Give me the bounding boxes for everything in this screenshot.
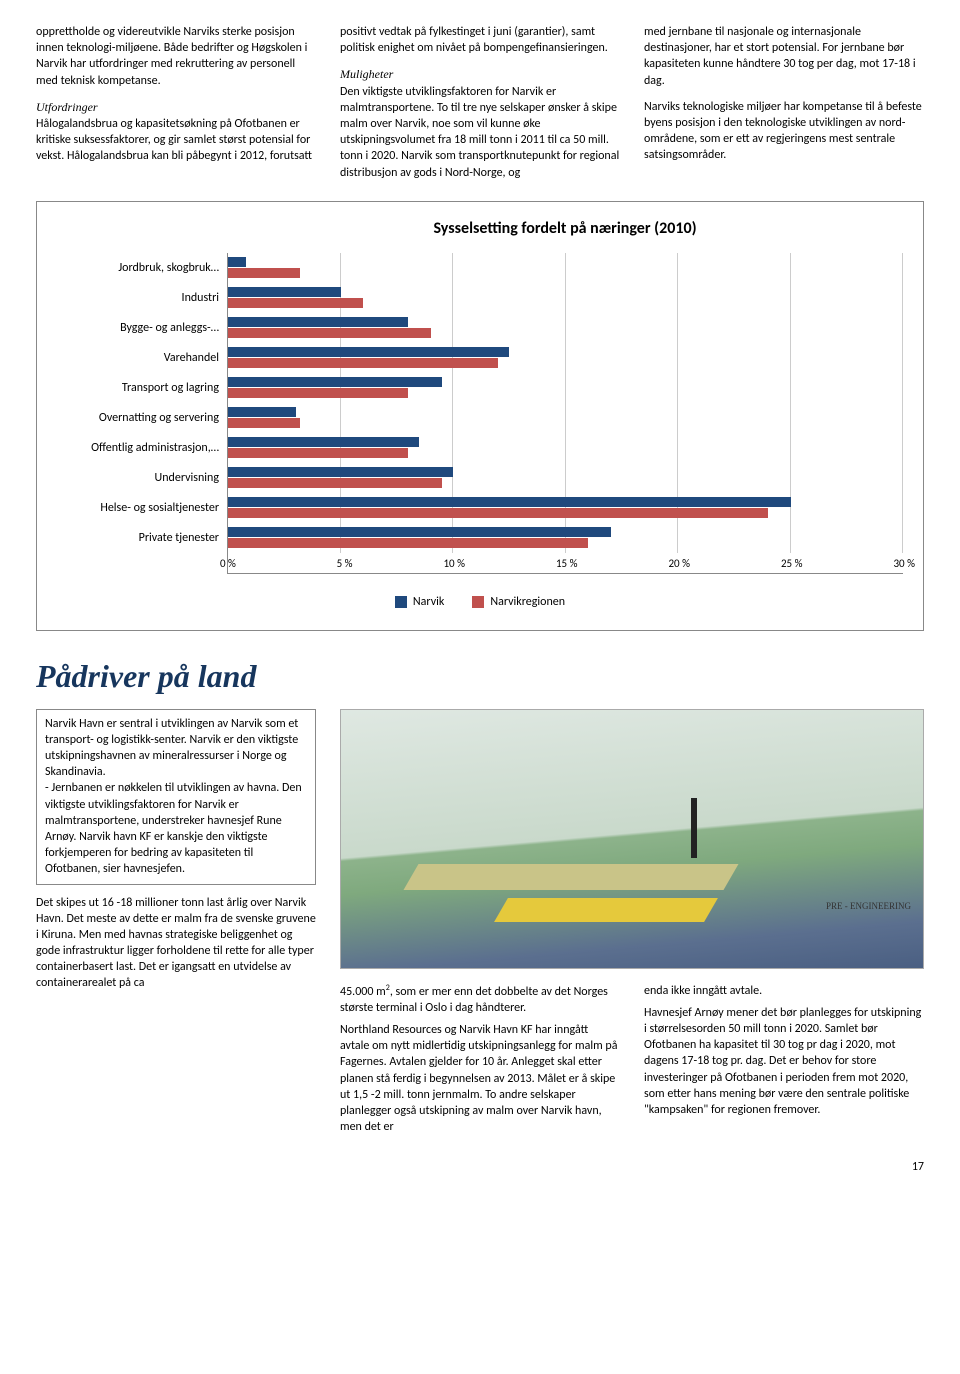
category-label: Offentlig administrasjon,… (57, 433, 227, 463)
harbor-illustration: PRE - ENGINEERING (340, 709, 924, 969)
subhead-muligheter: Muligheter (340, 67, 393, 81)
bar-narvikregionen (228, 478, 442, 488)
category-label: Jordbruk, skogbruk… (57, 253, 227, 283)
bar-group (228, 463, 903, 493)
bar-narvik (228, 287, 341, 297)
bar-narvik (228, 407, 296, 417)
bar-narvikregionen (228, 268, 300, 278)
section-heading: Pådriver på land (36, 655, 924, 698)
legend-swatch (472, 596, 484, 608)
para: enda ikke inngått avtale. (644, 983, 924, 999)
bar-narvik (228, 257, 246, 267)
bar-narvikregionen (228, 328, 431, 338)
top-col-2: positivt vedtak på fylkestinget i juni (… (340, 24, 620, 181)
para: Hålogalandsbrua og kapasitetsøkning på O… (36, 116, 316, 165)
figure-caption: PRE - ENGINEERING (826, 900, 911, 912)
page-number: 17 (36, 1159, 924, 1175)
category-label: Varehandel (57, 343, 227, 373)
subhead-utfordringer: Utfordringer (36, 100, 98, 114)
category-label: Overnatting og servering (57, 403, 227, 433)
category-label: Private tjenester (57, 523, 227, 553)
para: positivt vedtak på fylkestinget i juni (… (340, 24, 620, 56)
legend-item-narvik: Narvik (395, 594, 444, 610)
category-label: Transport og lagring (57, 373, 227, 403)
x-tick-0: 0 % (220, 557, 236, 572)
x-tick-label: 30 % (893, 557, 915, 572)
para: Narviks teknologiske miljøer har kompeta… (644, 99, 924, 164)
category-label: Industri (57, 283, 227, 313)
legend-swatch (395, 596, 407, 608)
bar-group (228, 433, 903, 463)
chart-category-labels: Jordbruk, skogbruk…IndustriBygge- og anl… (57, 253, 227, 574)
bar-group (228, 253, 903, 283)
bar-narvikregionen (228, 448, 408, 458)
bar-narvikregionen (228, 508, 768, 518)
legend-label: Narvik (413, 594, 444, 610)
bar-narvik (228, 347, 509, 357)
bar-group (228, 523, 903, 553)
para: Northland Resources og Narvik Havn KF ha… (340, 1022, 620, 1135)
bar-group (228, 403, 903, 433)
legend-label: Narvikregionen (490, 594, 565, 610)
bar-narvikregionen (228, 358, 498, 368)
bar-group (228, 283, 903, 313)
x-tick-label: 10 % (443, 557, 465, 572)
bar-narvikregionen (228, 388, 408, 398)
lower-region: Narvik Havn er sentral i utviklingen av … (36, 709, 924, 1142)
lower-right-area: PRE - ENGINEERING 45.000 m2, som er mer … (340, 709, 924, 1142)
bar-group (228, 343, 903, 373)
legend-item-narvikregionen: Narvikregionen (472, 594, 565, 610)
x-tick-label: 15 % (556, 557, 578, 572)
para: opprettholde og videreutvikle Narviks st… (36, 24, 316, 89)
intro-text: Narvik Havn er sentral i utviklingen av … (45, 717, 302, 877)
bar-narvikregionen (228, 538, 588, 548)
intro-textbox: Narvik Havn er sentral i utviklingen av … (36, 709, 316, 885)
chart-legend: Narvik Narvikregionen (57, 594, 903, 610)
bar-narvik (228, 497, 791, 507)
x-tick-label: 25 % (781, 557, 803, 572)
bar-group (228, 493, 903, 523)
employment-chart: Sysselsetting fordelt på næringer (2010)… (36, 201, 924, 632)
bar-narvikregionen (228, 418, 300, 428)
para: med jernbane til nasjonale og internasjo… (644, 24, 924, 89)
bar-narvik (228, 377, 442, 387)
lower-left-column: Narvik Havn er sentral i utviklingen av … (36, 709, 316, 1142)
top-col-3: med jernbane til nasjonale og internasjo… (644, 24, 924, 181)
chart-plot-area: 0 % 5 %10 %15 %20 %25 %30 % (227, 253, 903, 574)
top-col-1: opprettholde og videreutvikle Narviks st… (36, 24, 316, 181)
category-label: Undervisning (57, 463, 227, 493)
para: Den viktigste utviklingsfaktoren for Nar… (340, 84, 620, 181)
bar-narvik (228, 527, 611, 537)
para: Det skipes ut 16 -18 millioner tonn last… (36, 895, 316, 992)
bar-group (228, 313, 903, 343)
bar-narvik (228, 467, 453, 477)
bar-narvik (228, 437, 419, 447)
chart-title: Sysselsetting fordelt på næringer (2010) (227, 218, 903, 240)
category-label: Helse- og sosialtjenester (57, 493, 227, 523)
x-tick-label: 5 % (337, 557, 353, 572)
bar-narvik (228, 317, 408, 327)
para: Havnesjef Arnøy mener det bør planlegges… (644, 1005, 924, 1118)
bar-narvikregionen (228, 298, 363, 308)
lower-mid-column: 45.000 m2, som er mer enn det dobbelte a… (340, 983, 620, 1142)
x-tick-label: 20 % (668, 557, 690, 572)
top-text-columns: opprettholde og videreutvikle Narviks st… (36, 24, 924, 181)
bar-group (228, 373, 903, 403)
category-label: Bygge- og anleggs-… (57, 313, 227, 343)
lower-right-column: enda ikke inngått avtale. Havnesjef Arnø… (644, 983, 924, 1142)
para: 45.000 m2, som er mer enn det dobbelte a… (340, 983, 620, 1016)
